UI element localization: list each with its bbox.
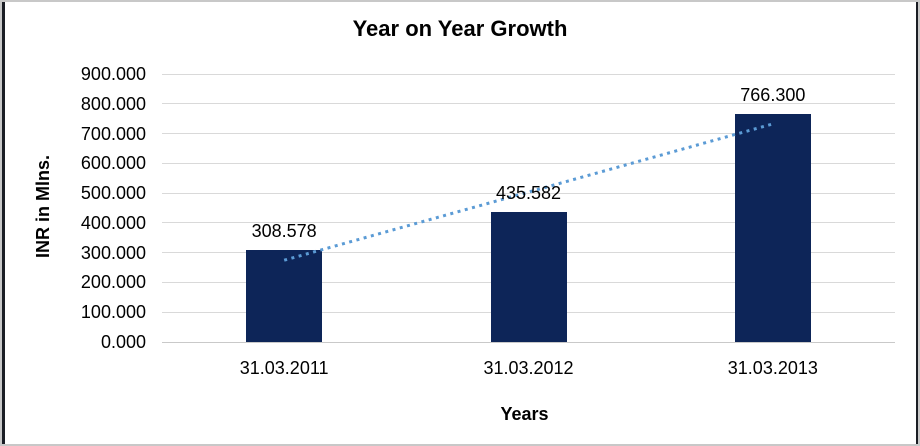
gridline [162, 162, 895, 164]
gridline [162, 73, 895, 75]
right-border-line [916, 2, 918, 444]
y-tick-label: 400.000 [80, 212, 146, 233]
gridline [162, 133, 895, 135]
y-tick-label: 600.000 [80, 153, 146, 174]
data-label: 435.582 [495, 183, 562, 204]
gridline [162, 341, 895, 343]
x-tick-label: 31.03.2011 [239, 358, 329, 378]
bar [734, 113, 811, 342]
y-tick-label: 500.000 [80, 183, 146, 204]
data-label: 766.300 [740, 84, 806, 105]
gridline [162, 103, 895, 105]
x-tick-label: 31.03.2013 [727, 358, 818, 378]
left-border-line [2, 2, 5, 444]
y-tick-label: 900.000 [80, 64, 146, 84]
y-tick-label: 300.000 [80, 242, 146, 263]
y-tick-label: 200.000 [80, 272, 146, 293]
chart-title: Year on Year Growth [352, 16, 568, 41]
data-label: 308.578 [251, 221, 317, 242]
bar [246, 250, 323, 342]
x-tick-label: 31.03.2012 [483, 358, 574, 378]
y-tick-label: 700.000 [80, 123, 146, 144]
gridline [162, 192, 895, 194]
x-axis-title: Years [500, 404, 549, 424]
y-tick-label: 800.000 [80, 93, 146, 114]
y-tick-label: 100.000 [80, 302, 146, 323]
y-tick-label: 0.000 [100, 332, 146, 352]
bar [490, 212, 567, 342]
trendline [283, 122, 774, 262]
trendline-path [283, 122, 774, 262]
